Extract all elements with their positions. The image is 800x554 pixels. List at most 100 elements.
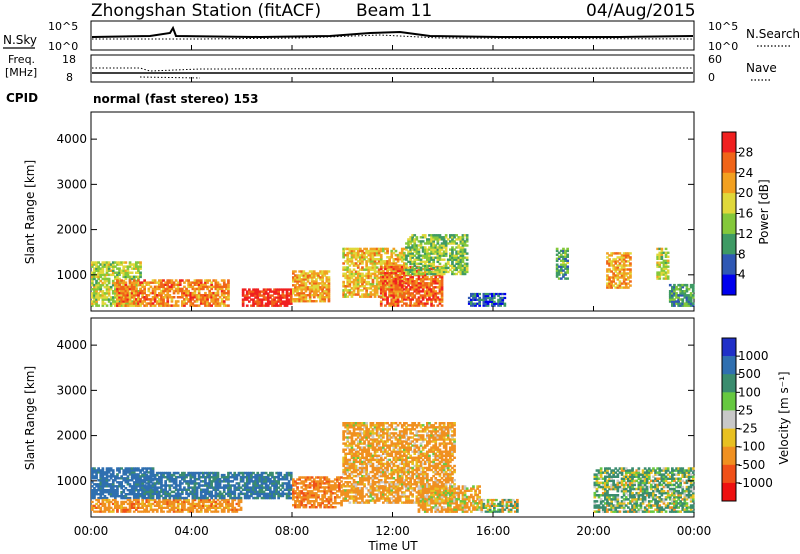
data-cell [143, 486, 146, 489]
data-cell [227, 506, 230, 509]
data-cell [352, 289, 356, 292]
data-cell [262, 471, 266, 475]
data-cell [327, 484, 331, 487]
data-cell [287, 292, 291, 295]
data-cell [292, 496, 295, 499]
data-cell [149, 304, 153, 307]
data-cell [455, 266, 458, 270]
data-cell [114, 302, 117, 305]
data-cell [413, 302, 417, 305]
data-cell [145, 304, 149, 307]
data-cell [197, 484, 201, 487]
data-cell [331, 486, 335, 489]
data-cell [350, 489, 354, 492]
data-cell [137, 493, 140, 496]
data-cell [658, 253, 662, 256]
data-cell [178, 492, 182, 496]
data-cell [199, 283, 203, 286]
data-cell [197, 296, 201, 299]
data-cell [245, 496, 249, 500]
data-cell [162, 496, 165, 500]
data-cell [195, 298, 199, 301]
data-cell [308, 300, 312, 303]
data-cell [281, 296, 285, 299]
data-cell [170, 508, 174, 511]
data-cell [344, 424, 347, 427]
data-cell [346, 440, 350, 443]
data-cell [128, 287, 132, 291]
data-cell [160, 504, 163, 507]
data-cell [315, 294, 318, 297]
data-cell [298, 500, 301, 503]
data-cell [241, 480, 245, 483]
data-cell [382, 262, 385, 265]
data-cell [111, 300, 115, 303]
data-cell [430, 300, 433, 303]
data-cell [109, 269, 113, 272]
data-cell [187, 283, 190, 286]
data-cell [202, 473, 205, 477]
data-cell [300, 482, 304, 485]
data-cell [130, 275, 134, 279]
data-cell [277, 296, 280, 299]
data-cell [181, 296, 184, 299]
data-cell [281, 484, 285, 487]
data-cell [239, 496, 243, 500]
data-cell [147, 482, 151, 485]
data-cell [294, 286, 297, 289]
data-cell [116, 291, 119, 295]
data-cell [256, 486, 260, 489]
data-cell [426, 300, 429, 303]
data-cell [371, 285, 375, 288]
data-cell [436, 286, 440, 289]
data-cell [130, 493, 134, 496]
data-cell [317, 296, 320, 299]
data-cell [664, 263, 668, 266]
data-cell [384, 287, 387, 290]
data-cell [398, 258, 402, 261]
data-cell [172, 500, 176, 504]
data-cell [266, 288, 270, 291]
data-cell [109, 304, 113, 307]
data-cell [275, 484, 278, 487]
data-cell [394, 284, 398, 287]
data-cell [555, 267, 559, 270]
data-cell [222, 500, 226, 504]
data-cell [130, 287, 134, 291]
data-cell [109, 473, 113, 476]
data-cell [312, 292, 316, 295]
data-cell [421, 234, 425, 237]
data-cell [158, 285, 161, 289]
data-cell [120, 491, 123, 494]
data-cell [147, 496, 151, 500]
data-cell [629, 270, 632, 273]
data-cell [346, 262, 350, 265]
data-cell [243, 298, 247, 301]
data-cell [216, 473, 220, 477]
data-cell [321, 276, 324, 279]
data-cell [281, 288, 285, 291]
data-cell [666, 265, 670, 268]
data-cell [336, 496, 339, 499]
date-label: 04/Aug/2015 [586, 1, 696, 21]
data-cell [409, 242, 412, 245]
data-cell [227, 490, 230, 494]
data-cell [109, 469, 113, 472]
data-cell [627, 282, 630, 285]
data-cell [225, 502, 228, 506]
data-cell [396, 258, 400, 261]
data-cell [336, 484, 339, 487]
data-cell [107, 467, 111, 470]
data-cell [158, 498, 161, 502]
data-cell [411, 298, 414, 301]
data-cell [218, 478, 222, 481]
data-cell [275, 292, 278, 295]
data-cell [499, 300, 502, 303]
data-cell [141, 496, 144, 500]
data-cell [118, 287, 121, 291]
data-cell [390, 290, 394, 293]
data-cell [465, 256, 469, 259]
data-cell [101, 261, 105, 264]
data-cell [323, 500, 327, 503]
data-cell [176, 508, 180, 511]
